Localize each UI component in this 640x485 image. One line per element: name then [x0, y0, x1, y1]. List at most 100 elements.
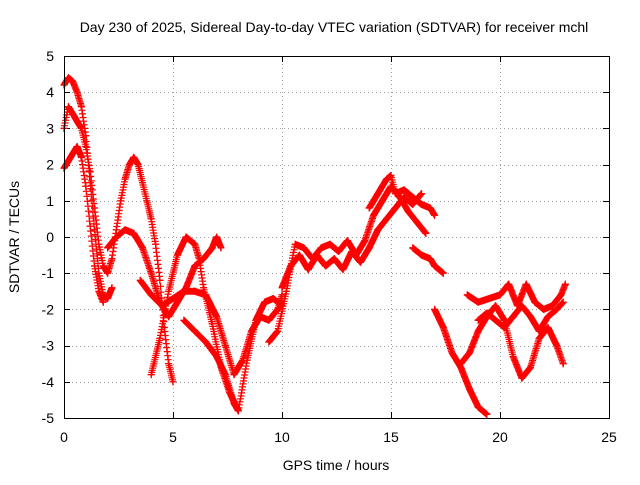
- data-point-track-k-4: [435, 266, 443, 274]
- data-point-track-i-14: [400, 193, 408, 201]
- data-point-track-i-6: [330, 255, 338, 263]
- data-point-track-a-2: [69, 77, 77, 85]
- data-point-track-g-0: [180, 316, 188, 324]
- data-point-track-f-5: [191, 287, 199, 295]
- x-tick-label-0: 0: [60, 429, 68, 445]
- data-point-track-h-16: [404, 208, 412, 216]
- data-point-track-b-7: [91, 262, 98, 270]
- data-point-track-l-5: [474, 403, 482, 411]
- series-track-g: [180, 295, 286, 415]
- x-axis-label: GPS time / hours: [283, 457, 390, 473]
- data-point-track-o-3: [500, 324, 508, 331]
- data-point-track-f-9: [230, 371, 238, 379]
- data-point-track-j-0: [365, 204, 373, 212]
- data-point-track-n-2: [485, 295, 493, 302]
- data-point-track-i-15: [409, 200, 417, 208]
- data-point-track-a-3: [73, 88, 81, 96]
- y-tick-label--2: -2: [42, 301, 55, 317]
- series-track-f: [136, 276, 286, 379]
- plot-frame: [64, 56, 610, 419]
- data-point-track-h-18: [422, 229, 430, 237]
- data-point-track-n-3: [496, 291, 504, 299]
- data-point-track-f-2: [158, 302, 166, 310]
- data-point-track-c-4: [77, 124, 85, 132]
- data-point-track-m-1: [466, 349, 473, 357]
- data-point-track-g-9: [261, 298, 269, 306]
- data-point-track-f-0: [136, 276, 144, 284]
- data-point-track-h-12: [370, 211, 378, 219]
- data-point-track-e-4: [182, 233, 190, 241]
- data-point-track-k-1: [418, 251, 425, 259]
- x-tick-label-5: 5: [169, 429, 177, 445]
- series-track-o: [474, 298, 567, 335]
- data-point-track-m-0: [457, 360, 465, 368]
- data-point-track-g-8: [252, 316, 260, 324]
- marks-track-k: [409, 244, 447, 277]
- data-point-track-k-5: [439, 269, 447, 277]
- y-tick-label-4: 4: [46, 84, 54, 100]
- data-point-track-d-13: [213, 233, 221, 241]
- data-point-track-c-14: [121, 175, 129, 183]
- data-point-track-h-8: [335, 248, 343, 255]
- data-point-track-o-2: [492, 316, 500, 324]
- data-point-track-d-3: [130, 229, 138, 237]
- data-point-track-l-4: [466, 385, 473, 393]
- data-point-track-g-2: [202, 338, 210, 346]
- data-point-track-e-0: [147, 371, 155, 379]
- data-point-track-f-3: [169, 295, 177, 302]
- x-tick-label-25: 25: [601, 429, 617, 445]
- chart-title: Day 230 of 2025, Sidereal Day-to-day VTE…: [80, 19, 589, 35]
- data-point-track-f-1: [147, 291, 155, 299]
- data-point-track-n-6: [522, 280, 530, 288]
- data-point-track-n-1: [474, 298, 482, 306]
- y-tick-label--5: -5: [42, 410, 55, 426]
- data-point-track-o-9: [553, 305, 561, 313]
- data-point-track-n-7: [531, 298, 539, 306]
- data-point-track-o-4: [509, 313, 517, 321]
- y-tick-label--3: -3: [42, 338, 55, 354]
- data-point-track-i-16: [418, 190, 425, 198]
- data-point-track-i-7: [339, 266, 347, 274]
- data-point-track-f-6: [202, 291, 210, 299]
- data-point-track-f-8: [221, 342, 229, 350]
- data-point-track-l-6: [483, 410, 491, 418]
- series-track-k: [409, 244, 447, 277]
- data-point-track-d-12: [208, 244, 216, 252]
- data-point-track-h-13: [378, 197, 386, 205]
- data-point-track-c-25: [169, 378, 177, 386]
- y-tick-label-0: 0: [46, 229, 54, 245]
- y-tick-label-2: 2: [46, 157, 54, 173]
- data-point-track-h-3: [291, 240, 299, 248]
- data-point-track-n-11: [561, 280, 569, 288]
- data-point-track-d-2: [121, 226, 129, 234]
- data-point-track-d-8: [173, 298, 181, 306]
- data-point-track-c-21: [152, 240, 160, 248]
- data-point-track-c-2: [69, 110, 77, 118]
- data-point-track-e-5: [191, 240, 199, 248]
- data-point-track-j-2: [383, 175, 391, 183]
- data-point-track-b-5: [82, 182, 90, 190]
- data-point-track-n-10: [557, 291, 565, 299]
- data-point-track-g-4: [221, 371, 229, 379]
- data-point-track-i-9: [357, 258, 364, 266]
- data-point-track-j-6: [409, 193, 417, 201]
- data-point-track-g-5: [230, 400, 238, 407]
- data-point-track-h-9: [343, 237, 351, 245]
- data-point-track-e-7: [200, 284, 207, 292]
- data-point-track-o-10: [559, 298, 567, 306]
- data-points: [60, 74, 569, 418]
- data-point-track-l-1: [439, 324, 447, 331]
- data-point-track-d-0: [104, 244, 112, 252]
- data-point-track-n-8: [540, 305, 548, 313]
- data-point-track-d-7: [165, 313, 173, 321]
- data-point-track-m-12: [559, 360, 567, 368]
- data-point-track-f-4: [180, 287, 188, 295]
- data-point-track-c-15: [125, 161, 133, 169]
- data-point-track-j-5: [400, 186, 408, 194]
- data-point-track-j-1: [374, 190, 382, 198]
- data-point-track-o-5: [518, 302, 526, 310]
- data-point-track-i-1: [287, 262, 295, 270]
- data-point-track-j-3: [387, 172, 395, 179]
